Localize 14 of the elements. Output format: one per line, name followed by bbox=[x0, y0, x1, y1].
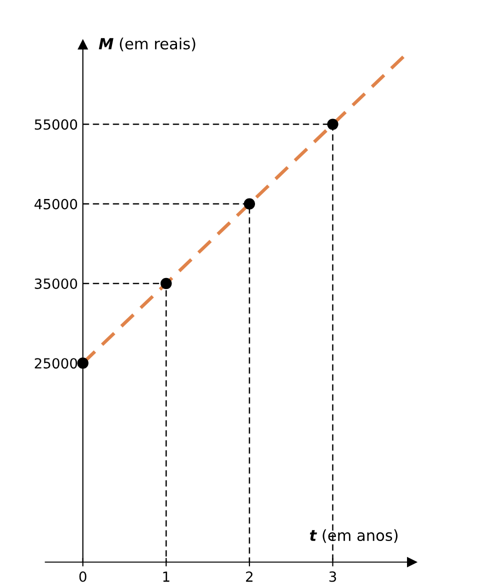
point bbox=[160, 278, 172, 290]
x-tick-label: 0 bbox=[79, 571, 86, 582]
x-tick-label: 2 bbox=[246, 571, 252, 582]
x-tick-label: 1 bbox=[163, 572, 170, 582]
x-tick-label: 3 bbox=[329, 571, 336, 582]
y-axis-title: M (em reais) bbox=[98, 38, 196, 52]
point bbox=[77, 358, 88, 369]
y-tick-label: 45000 bbox=[34, 198, 78, 210]
point bbox=[244, 198, 256, 210]
x-axis-title: t (em anos) bbox=[310, 529, 398, 543]
y-tick-label: 55000 bbox=[34, 119, 78, 130]
point bbox=[327, 118, 338, 130]
y-tick-label: 35000 bbox=[34, 278, 78, 289]
y-tick-label: 25000 bbox=[34, 358, 78, 369]
